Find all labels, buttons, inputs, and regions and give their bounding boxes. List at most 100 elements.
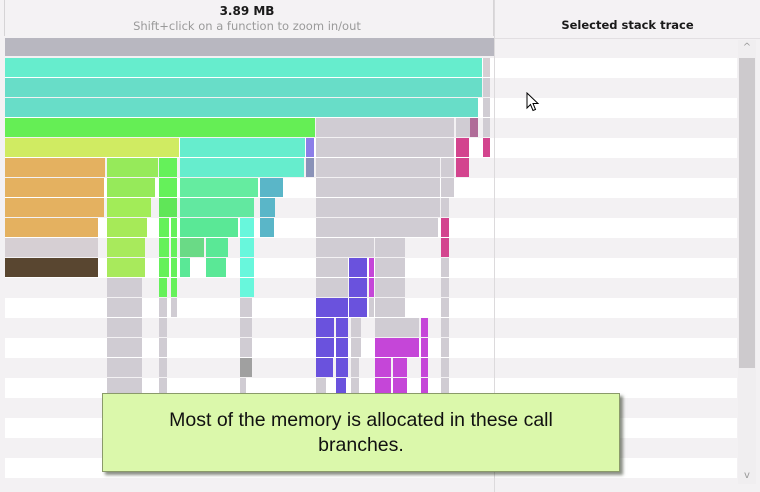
flame-frame[interactable] xyxy=(351,338,361,357)
flame-frame[interactable] xyxy=(375,318,419,337)
scrollbar-thumb[interactable] xyxy=(739,58,755,368)
flame-frame[interactable] xyxy=(159,258,169,277)
flame-frame[interactable] xyxy=(240,318,252,337)
flame-frame[interactable] xyxy=(260,178,283,197)
flame-frame[interactable] xyxy=(375,238,405,257)
stack-trace-row[interactable] xyxy=(495,158,737,178)
flame-frame[interactable] xyxy=(316,338,334,357)
flame-frame[interactable] xyxy=(107,178,155,197)
flame-frame[interactable] xyxy=(316,318,334,337)
flame-frame[interactable] xyxy=(441,198,449,217)
flame-frame[interactable] xyxy=(369,298,374,317)
flame-frame[interactable] xyxy=(421,318,428,337)
flame-frame[interactable] xyxy=(159,298,167,317)
flame-frame[interactable] xyxy=(171,238,177,257)
flame-frame[interactable] xyxy=(107,258,145,277)
stack-trace-row[interactable] xyxy=(495,138,737,158)
flame-frame[interactable] xyxy=(375,258,405,277)
flame-frame[interactable] xyxy=(306,158,314,177)
flame-frame[interactable] xyxy=(456,138,469,157)
flame-frame[interactable] xyxy=(441,218,449,237)
flame-frame[interactable] xyxy=(240,338,252,357)
flame-frame[interactable] xyxy=(393,358,407,377)
flame-frame[interactable] xyxy=(375,278,405,297)
flame-frame[interactable] xyxy=(375,338,419,357)
flame-frame[interactable] xyxy=(441,278,449,297)
flame-frame[interactable] xyxy=(5,78,482,97)
flame-frame[interactable] xyxy=(316,278,348,297)
flame-frame[interactable] xyxy=(375,298,405,317)
panel-splitter[interactable] xyxy=(494,0,495,492)
flame-frame[interactable] xyxy=(5,258,98,277)
flame-frame[interactable] xyxy=(483,78,490,97)
stack-trace-row[interactable] xyxy=(495,78,737,98)
flame-frame[interactable] xyxy=(159,378,167,397)
flame-frame[interactable] xyxy=(180,138,305,157)
flame-frame[interactable] xyxy=(306,138,314,157)
flame-frame[interactable] xyxy=(316,198,440,217)
flame-root-frame[interactable] xyxy=(5,38,494,56)
flame-frame[interactable] xyxy=(107,278,142,297)
stack-trace-row[interactable] xyxy=(495,98,737,118)
flame-frame[interactable] xyxy=(483,118,490,137)
flame-frame[interactable] xyxy=(5,118,315,137)
flame-frame[interactable] xyxy=(456,118,470,137)
stack-trace-row[interactable] xyxy=(495,338,737,358)
flame-frame[interactable] xyxy=(336,318,348,337)
flame-frame[interactable] xyxy=(349,258,367,277)
flame-frame[interactable] xyxy=(107,338,142,357)
flame-frame[interactable] xyxy=(240,358,252,377)
flame-frame[interactable] xyxy=(5,238,98,257)
flame-frame[interactable] xyxy=(159,178,177,197)
flame-frame[interactable] xyxy=(470,118,478,137)
flame-frame[interactable] xyxy=(393,378,407,397)
flame-frame[interactable] xyxy=(240,238,254,257)
stack-trace-row[interactable] xyxy=(495,358,737,378)
flame-frame[interactable] xyxy=(441,178,454,197)
stack-trace-row[interactable] xyxy=(495,118,737,138)
flame-frame[interactable] xyxy=(421,358,428,377)
flame-frame[interactable] xyxy=(180,178,258,197)
flame-frame[interactable] xyxy=(107,158,158,177)
flame-frame[interactable] xyxy=(159,238,169,257)
flame-frame[interactable] xyxy=(441,258,449,277)
flame-frame[interactable] xyxy=(441,158,454,177)
flame-frame[interactable] xyxy=(441,378,449,397)
flame-frame[interactable] xyxy=(107,198,151,217)
flame-frame[interactable] xyxy=(421,378,428,397)
flame-frame[interactable] xyxy=(171,298,177,317)
stack-trace-scrollbar[interactable]: ^ v xyxy=(738,40,756,484)
stack-trace-row[interactable] xyxy=(495,218,737,238)
flame-frame[interactable] xyxy=(316,158,440,177)
flame-frame[interactable] xyxy=(316,178,440,197)
flame-frame[interactable] xyxy=(369,278,374,297)
stack-trace-row[interactable] xyxy=(495,298,737,318)
flame-frame[interactable] xyxy=(483,138,490,157)
flame-frame[interactable] xyxy=(180,218,238,237)
flame-frame[interactable] xyxy=(206,238,228,257)
flame-frame[interactable] xyxy=(316,258,348,277)
flame-frame[interactable] xyxy=(240,298,252,317)
flame-frame[interactable] xyxy=(483,58,490,77)
flame-frame[interactable] xyxy=(349,278,367,297)
flame-frame[interactable] xyxy=(336,378,346,397)
flame-frame[interactable] xyxy=(171,218,177,237)
flame-frame[interactable] xyxy=(159,218,169,237)
chevron-up-icon[interactable]: ^ xyxy=(742,42,752,53)
flame-frame[interactable] xyxy=(316,298,348,317)
flame-frame[interactable] xyxy=(351,358,359,377)
flame-frame[interactable] xyxy=(316,138,454,157)
stack-trace-row[interactable] xyxy=(495,258,737,278)
stack-trace-row[interactable] xyxy=(495,238,737,258)
flame-frame[interactable] xyxy=(375,358,391,377)
flame-frame[interactable] xyxy=(441,298,449,317)
flame-frame[interactable] xyxy=(349,298,367,317)
flame-frame[interactable] xyxy=(107,238,145,257)
flame-frame[interactable] xyxy=(159,338,167,357)
flame-frame[interactable] xyxy=(316,378,326,397)
flame-frame[interactable] xyxy=(180,198,254,217)
stack-trace-row[interactable] xyxy=(495,58,737,78)
flame-frame[interactable] xyxy=(159,278,167,297)
flame-frame[interactable] xyxy=(260,218,274,237)
flame-frame[interactable] xyxy=(351,378,359,397)
